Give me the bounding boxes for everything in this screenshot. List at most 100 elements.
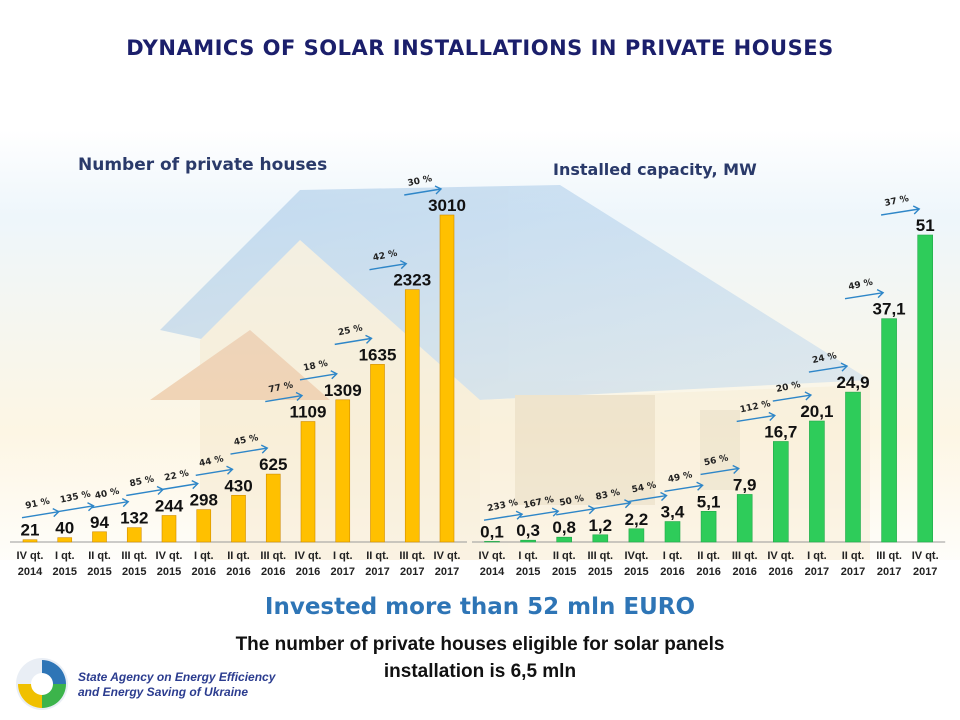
data-label: 24,9 <box>836 373 869 392</box>
bar <box>22 539 38 543</box>
growth-percent-label: 44 % <box>198 454 224 469</box>
bar <box>404 289 420 543</box>
growth-arrow-head <box>330 370 338 380</box>
growth-arrow-head <box>226 465 234 475</box>
x-tick-label: 2017 <box>841 566 865 578</box>
bar <box>126 527 142 543</box>
x-tick-label: 2016 <box>192 566 216 578</box>
x-tick-label: II qt. <box>227 550 250 562</box>
data-label: 51 <box>916 216 935 235</box>
bar <box>57 537 73 543</box>
growth-arrow <box>772 394 812 402</box>
x-tick-label: I qt. <box>194 550 214 562</box>
growth-arrow <box>628 494 667 503</box>
left-chart-title: Number of private houses <box>78 155 328 175</box>
x-tick-label: 2017 <box>435 566 459 578</box>
data-label: 21 <box>21 521 40 540</box>
data-label: 16,7 <box>764 422 797 441</box>
bar <box>628 528 645 543</box>
bar <box>265 473 281 543</box>
x-tick-label: 2017 <box>400 566 424 578</box>
growth-arrow-head <box>515 510 524 520</box>
bar <box>700 510 717 543</box>
data-label: 40 <box>55 519 74 538</box>
x-tick-label: 2016 <box>660 566 684 578</box>
growth-arrow-head <box>840 362 849 372</box>
x-tick-label: II qt. <box>842 550 865 562</box>
x-tick-label: I qt. <box>333 550 353 562</box>
x-tick-label: 2017 <box>331 566 355 578</box>
x-tick-label: 2016 <box>769 566 793 578</box>
x-tick-label: 2015 <box>157 566 181 578</box>
growth-arrow <box>880 208 920 216</box>
data-label: 37,1 <box>873 300 906 319</box>
agency-name-line-2: and Energy Saving of Ukraine <box>78 685 249 699</box>
data-label: 1309 <box>324 381 362 400</box>
x-tick-label: 2015 <box>516 566 540 578</box>
x-tick-label: III qt. <box>732 550 758 562</box>
data-label: 1109 <box>290 403 327 422</box>
growth-arrow <box>299 373 337 381</box>
data-label: 2,2 <box>625 510 649 529</box>
growth-arrow <box>160 482 198 491</box>
growth-arrow <box>91 500 129 509</box>
growth-arrow-head <box>696 481 704 491</box>
growth-arrow <box>736 414 775 423</box>
growth-arrow <box>126 488 164 497</box>
growth-arrow-head <box>551 507 560 517</box>
bar <box>592 534 609 543</box>
agency-logo <box>16 658 68 710</box>
growth-percent-label: 50 % <box>559 494 585 509</box>
growth-percent-label: 30 % <box>407 174 433 189</box>
x-tick-label: II qt. <box>697 550 720 562</box>
bar <box>196 509 212 543</box>
growth-arrow-head <box>399 260 408 270</box>
data-label: 298 <box>190 491 218 510</box>
x-tick-label: 2015 <box>588 566 612 578</box>
growth-percent-label: 42 % <box>372 249 398 264</box>
growth-arrow-head <box>732 464 740 474</box>
growth-arrow <box>664 484 703 492</box>
bar <box>161 515 177 543</box>
growth-arrow <box>519 510 559 518</box>
data-label: 244 <box>155 496 184 515</box>
x-tick-label: III qt. <box>121 550 147 562</box>
bar <box>664 521 681 543</box>
x-tick-label: 2014 <box>480 566 505 578</box>
x-tick-label: 2016 <box>261 566 285 578</box>
growth-arrow <box>369 262 407 271</box>
bar <box>370 364 385 543</box>
x-tick-label: III qt. <box>260 550 286 562</box>
note-line-1: The number of private houses eligible fo… <box>235 634 725 655</box>
invested-text: Invested more than 52 mln EURO <box>264 594 696 620</box>
x-tick-label: 2015 <box>53 566 77 578</box>
data-label: 5,1 <box>697 492 721 511</box>
data-label: 430 <box>224 476 252 495</box>
growth-arrow-head <box>624 499 632 509</box>
growth-arrow <box>844 291 884 300</box>
growth-arrow <box>556 508 595 516</box>
growth-arrow-head <box>434 185 443 195</box>
x-tick-label: 2016 <box>296 566 320 578</box>
bar <box>92 531 107 543</box>
x-tick-label: 2017 <box>913 566 937 578</box>
x-tick-label: 2017 <box>805 566 829 578</box>
growth-percent-label: 56 % <box>703 453 729 468</box>
bar <box>300 421 316 543</box>
data-label: 94 <box>90 513 109 532</box>
slide-title: DYNAMICS OF SOLAR INSTALLATIONS IN PRIVA… <box>126 36 834 60</box>
growth-arrow-head <box>87 502 95 512</box>
growth-percent-label: 20 % <box>775 380 801 395</box>
x-tick-label: IV qt. <box>295 550 322 562</box>
growth-arrow-head <box>804 391 813 401</box>
data-label: 0,3 <box>516 521 540 540</box>
growth-arrow <box>483 513 523 521</box>
data-label: 0,8 <box>552 518 576 537</box>
data-label: 625 <box>259 455 287 474</box>
x-tick-label: 2014 <box>18 566 43 578</box>
bar <box>231 494 246 543</box>
x-tick-label: 2017 <box>877 566 901 578</box>
data-label: 1635 <box>359 345 397 364</box>
growth-arrow-head <box>876 289 885 299</box>
